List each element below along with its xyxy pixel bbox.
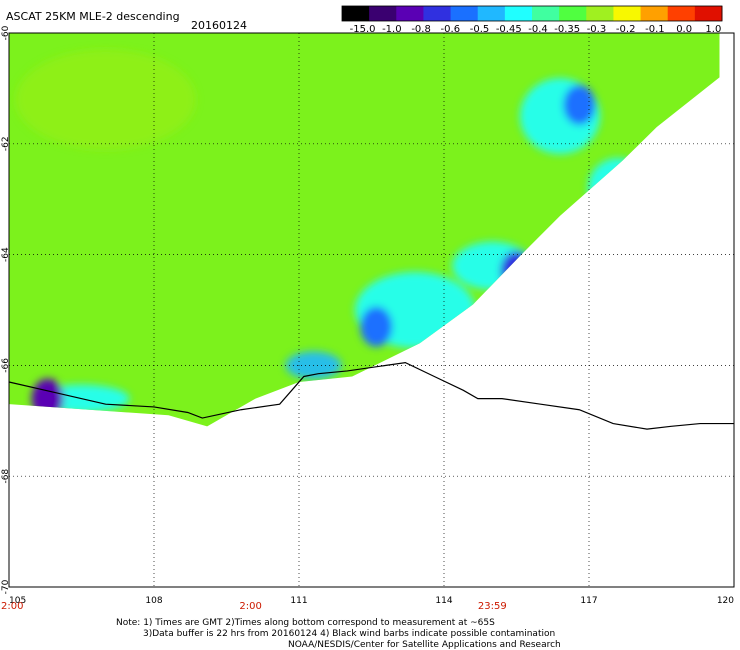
- y-axis: -60 -62 -64 -66 -68 -70: [1, 25, 11, 594]
- colorbar: -15.0 -1.0 -0.8 -0.6 -0.5 -0.45 -0.4 -0.35 -0.3-…: [341, 5, 723, 35]
- colorbar-swatch: [504, 6, 533, 21]
- colorbar-label: 0.0: [676, 24, 692, 35]
- field-halo: [15, 49, 196, 150]
- x-tick-label: 111: [290, 596, 307, 606]
- colorbar-swatch: [694, 6, 723, 21]
- colorbar-swatch: [613, 6, 642, 21]
- field-feature: [360, 306, 393, 347]
- y-tick-label: -62: [1, 136, 11, 151]
- y-tick-label: -70: [1, 579, 11, 594]
- x-tick-label: 120: [717, 596, 734, 606]
- colorbar-label: -0.6: [441, 24, 461, 35]
- x-tick-label: 105: [9, 596, 26, 606]
- colorbar-label: -0.5: [470, 24, 490, 35]
- colorbar-label: -15.0: [350, 24, 376, 35]
- time-label: 2:00: [1, 601, 23, 612]
- y-tick-label: -60: [1, 25, 11, 40]
- time-labels: 2:00 2:00 23:59: [1, 601, 507, 612]
- coastline: [8, 362, 734, 430]
- x-axis: 105 108 111 114 117 120: [9, 596, 734, 606]
- colorbar-border: [341, 5, 723, 22]
- colorbar-swatch: [450, 6, 479, 21]
- time-label: 2:00: [239, 601, 261, 612]
- colorbar-swatch: [586, 6, 614, 21]
- colorbar-label: -0.8: [411, 24, 431, 35]
- colorbar-label: -1.0: [382, 24, 402, 35]
- x-tick-label: 117: [580, 596, 597, 606]
- colorbar-label: -0.1: [645, 24, 665, 35]
- time-label: 23:59: [478, 601, 507, 612]
- x-tick-label: 114: [435, 596, 452, 606]
- colorbar-label: -0.45: [496, 24, 522, 35]
- x-tick-label: 108: [145, 596, 162, 606]
- field-feature: [563, 85, 596, 126]
- colorbar-swatch: [477, 6, 506, 21]
- y-tick-label: -64: [1, 247, 11, 262]
- note-line-2: 3)Data buffer is 22 hrs from 20160124 4)…: [143, 629, 555, 639]
- colorbar-swatch: [667, 6, 696, 21]
- colorbar-swatch: [423, 6, 452, 21]
- colorbar-swatch: [369, 6, 397, 21]
- colorbar-swatch: [532, 6, 560, 21]
- colorbar-label: -0.4: [528, 24, 548, 35]
- chart-date: 20160124: [191, 19, 247, 32]
- y-tick-label: -68: [1, 469, 11, 484]
- credit-line: NOAA/NESDIS/Center for Satellite Applica…: [288, 640, 561, 650]
- plot-border: [8, 32, 735, 588]
- note-line-1: Note: 1) Times are GMT 2)Times along bot…: [116, 618, 495, 628]
- colorbar-swatch: [640, 6, 669, 21]
- y-tick-label: -66: [1, 358, 11, 373]
- chart-title: ASCAT 25KM MLE-2 descending: [6, 10, 180, 23]
- colorbar-swatch: [396, 6, 424, 21]
- colorbar-swatch: [342, 6, 370, 21]
- colorbar-swatch: [559, 6, 587, 21]
- colorbar-label: -0.35: [554, 24, 580, 35]
- colorbar-label: -0.2: [616, 24, 636, 35]
- colorbar-label: 1.0: [705, 24, 721, 35]
- colorbar-label: -0.3: [587, 24, 607, 35]
